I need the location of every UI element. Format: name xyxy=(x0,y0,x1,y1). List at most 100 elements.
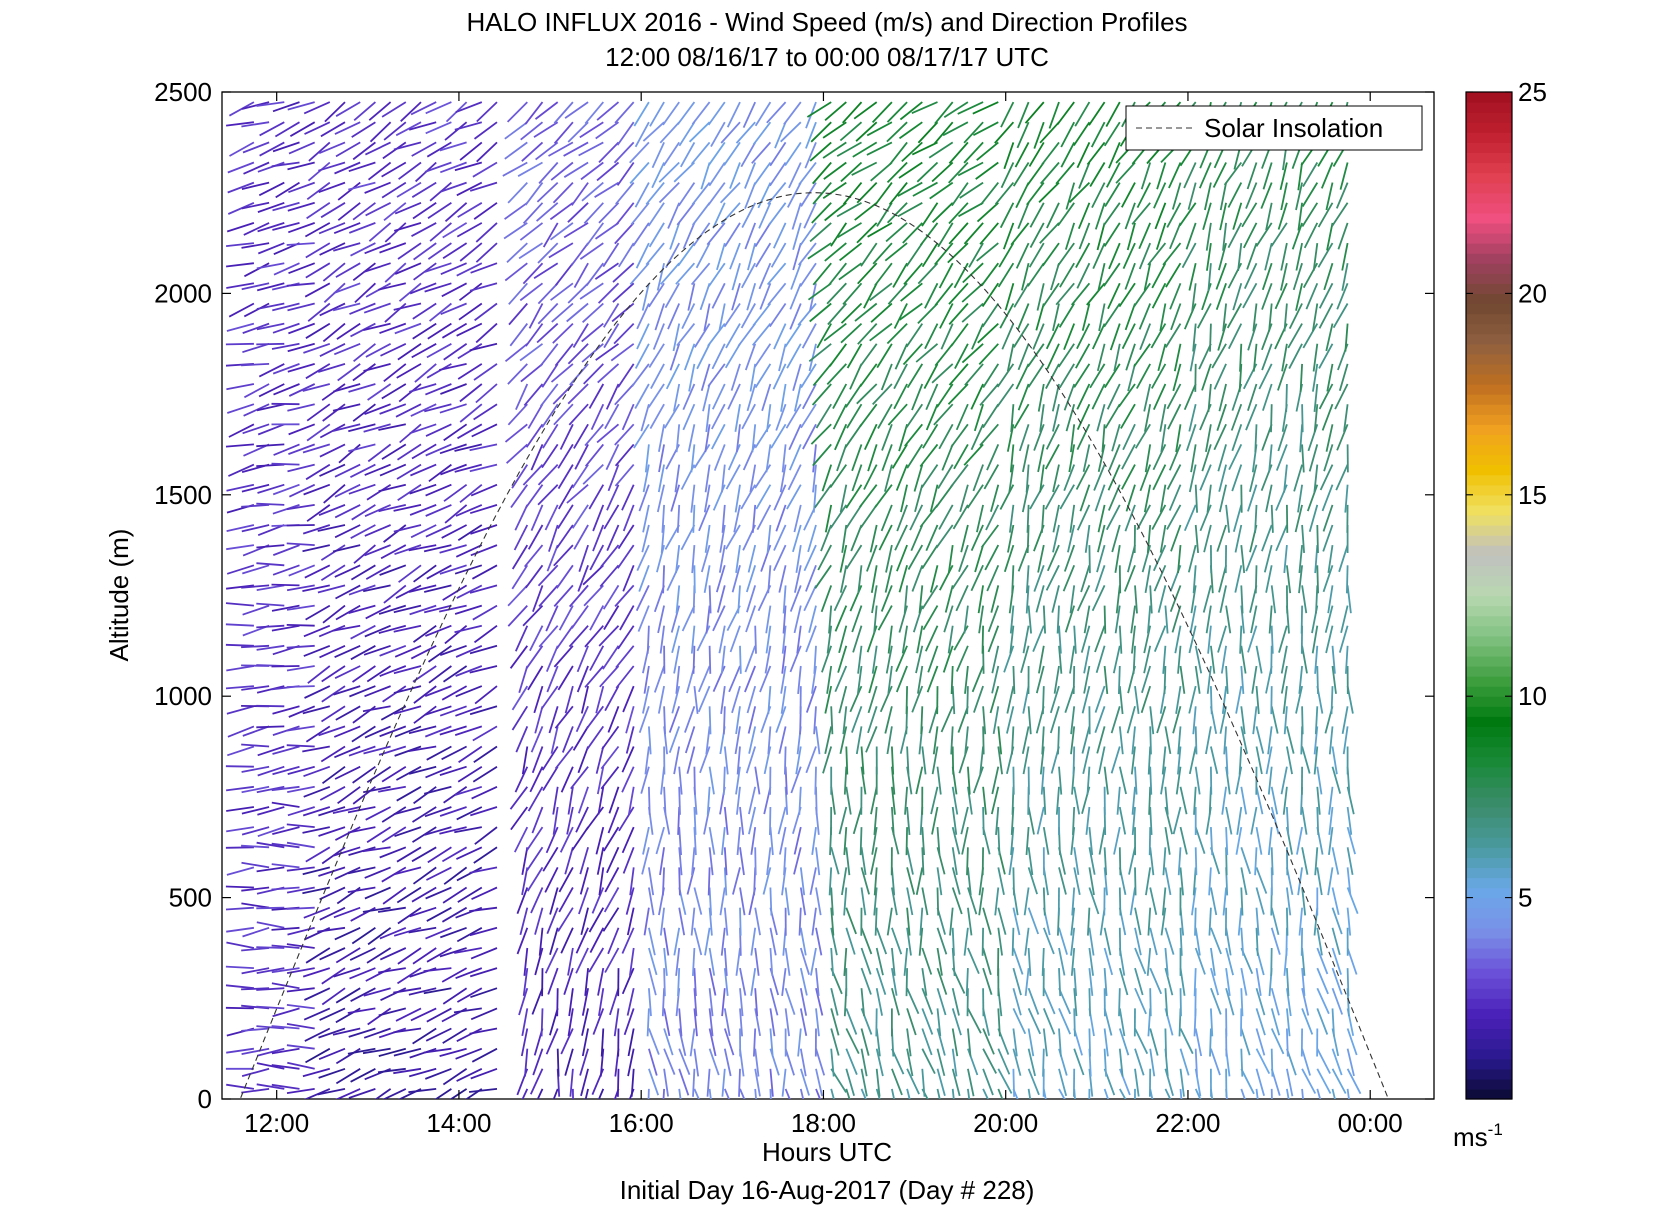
wind-barb xyxy=(747,242,757,271)
wind-barb xyxy=(936,827,941,856)
wind-barb xyxy=(584,443,605,467)
wind-barb xyxy=(1326,222,1334,251)
wind-barb xyxy=(271,1047,300,1055)
wind-barb xyxy=(256,906,285,910)
wind-barb xyxy=(525,484,544,508)
wind-barb xyxy=(891,987,900,1016)
wind-barb xyxy=(455,1047,483,1060)
wind-barb xyxy=(1194,665,1201,694)
wind-barb xyxy=(226,242,254,247)
wind-barb xyxy=(347,866,376,875)
wind-barb xyxy=(845,1048,858,1075)
wind-barb xyxy=(1143,625,1152,654)
wind-barb xyxy=(893,303,908,329)
wind-barb xyxy=(947,625,954,654)
wind-barb xyxy=(424,403,452,413)
wind-barb xyxy=(271,342,300,350)
wind-barb xyxy=(554,745,574,770)
wind-barb xyxy=(691,847,696,876)
wind-barb xyxy=(1288,303,1303,329)
wind-barb xyxy=(845,847,851,876)
wind-barb xyxy=(865,726,878,753)
wind-barb xyxy=(469,705,498,716)
wind-barb xyxy=(272,363,300,375)
wind-barb xyxy=(898,565,908,593)
wind-barb xyxy=(394,262,422,275)
wind-barb xyxy=(303,624,331,638)
wind-barb xyxy=(909,504,924,531)
wind-barb xyxy=(1301,585,1308,614)
wind-barb xyxy=(302,967,331,978)
wind-barb xyxy=(568,988,574,1017)
wind-barb xyxy=(931,161,954,183)
wind-barb xyxy=(473,202,498,220)
wind-barb xyxy=(1199,464,1212,491)
wind-barb xyxy=(511,685,529,711)
wind-barb xyxy=(469,463,498,473)
wind-barb xyxy=(273,383,300,396)
wind-barb xyxy=(456,806,483,821)
wind-barb xyxy=(318,866,346,877)
wind-barb xyxy=(241,886,270,892)
wind-barb xyxy=(598,625,620,647)
wind-barb xyxy=(470,483,498,497)
wind-barb xyxy=(469,906,498,913)
wind-barb xyxy=(647,202,665,227)
wind-barb xyxy=(1210,1008,1214,1037)
wind-barb xyxy=(997,907,1007,935)
wind-barb xyxy=(271,785,300,792)
wind-barb xyxy=(287,806,315,817)
wind-barb xyxy=(1285,383,1288,413)
wind-barb xyxy=(616,121,635,146)
wind-barb xyxy=(696,343,711,370)
wind-barb xyxy=(1210,967,1220,996)
wind-barb xyxy=(619,605,635,631)
wind-barb xyxy=(1089,363,1106,389)
wind-barb xyxy=(1189,605,1197,634)
wind-barb xyxy=(1301,746,1311,774)
colorbar-band xyxy=(1466,847,1512,858)
wind-barb xyxy=(545,826,559,854)
wind-barb xyxy=(1210,987,1222,1015)
wind-barb xyxy=(1316,524,1319,554)
wind-barb xyxy=(723,806,729,835)
wind-barb xyxy=(324,101,346,123)
wind-barb xyxy=(427,645,452,663)
wind-barb xyxy=(1086,766,1091,795)
wind-barb xyxy=(288,141,316,155)
wind-barb xyxy=(425,886,452,900)
wind-barb xyxy=(745,746,757,774)
wind-barb xyxy=(423,967,452,973)
wind-barb xyxy=(805,121,817,149)
wind-barb xyxy=(584,625,604,648)
wind-barb xyxy=(594,181,619,198)
wind-barb xyxy=(286,665,315,672)
wind-barb xyxy=(1143,645,1152,674)
wind-barb xyxy=(681,303,696,329)
wind-barb xyxy=(1301,645,1308,674)
wind-barb xyxy=(810,947,817,976)
wind-barb xyxy=(998,242,1015,268)
wind-barb xyxy=(811,907,817,936)
wind-barb xyxy=(363,987,391,997)
wind-barb xyxy=(1091,585,1106,612)
wind-barb xyxy=(797,242,817,266)
wind-barb xyxy=(1264,242,1273,271)
wind-barb xyxy=(979,383,999,406)
wind-barb xyxy=(579,847,589,875)
wind-barb xyxy=(273,262,300,276)
wind-barb xyxy=(378,483,407,493)
wind-barb xyxy=(793,847,802,875)
wind-barb xyxy=(319,242,346,256)
wind-barb xyxy=(510,806,529,831)
wind-barb xyxy=(1174,625,1182,654)
wind-barb xyxy=(1107,464,1121,491)
wind-barb xyxy=(546,665,559,693)
wind-barb xyxy=(938,262,954,289)
wind-barb xyxy=(548,242,574,259)
wind-barb xyxy=(504,343,528,363)
wind-barb xyxy=(929,565,939,593)
wind-barb xyxy=(411,846,437,863)
wind-barb xyxy=(830,1088,835,1099)
wind-barb xyxy=(1149,706,1155,735)
